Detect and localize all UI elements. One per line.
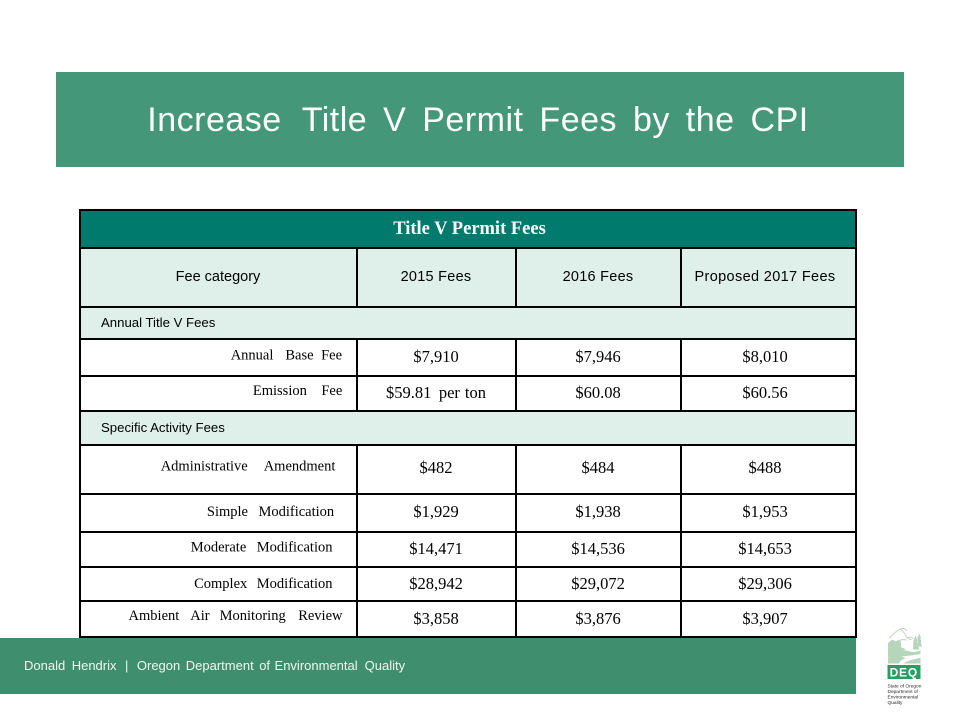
svg-text:Environmental: Environmental [888,695,919,701]
svg-text:State of Oregon: State of Oregon [888,684,922,690]
svg-text:Department of: Department of [888,689,919,695]
svg-text:Quality: Quality [888,700,904,706]
svg-text:DEQ: DEQ [890,666,918,680]
